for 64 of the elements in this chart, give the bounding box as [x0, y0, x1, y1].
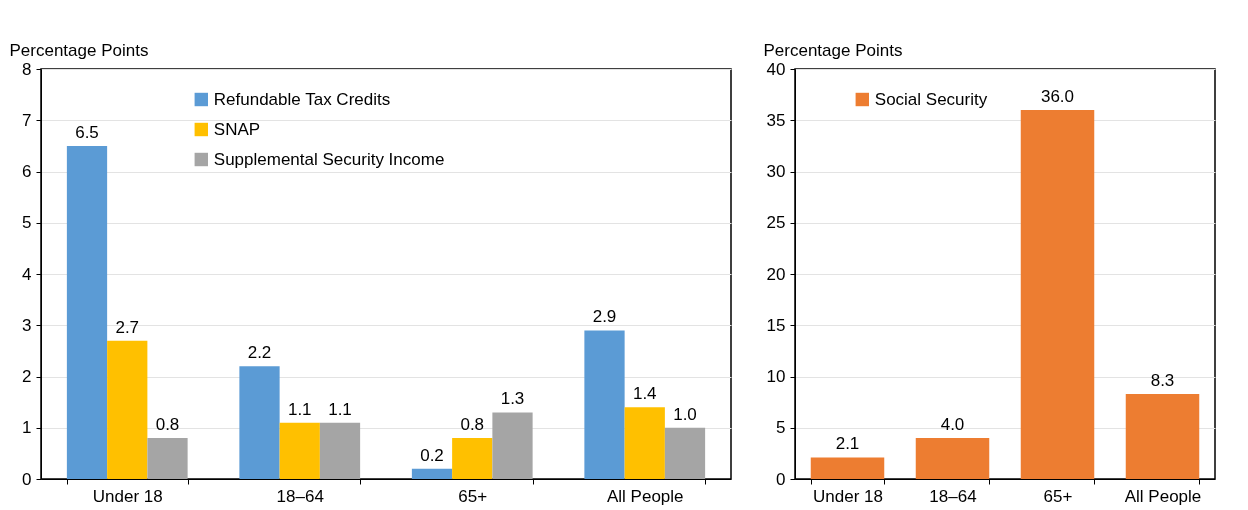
bar [279, 422, 320, 479]
bar [492, 412, 533, 479]
data-label: 0.8 [460, 415, 485, 434]
bar [107, 340, 148, 479]
bar [664, 427, 706, 479]
x-tick-label: 65+ [458, 486, 488, 506]
data-label: 1.3 [500, 389, 525, 409]
x-tick-label: All People [606, 486, 684, 506]
bar [915, 438, 990, 479]
data-label: 0.2 [420, 445, 444, 465]
x-tick-label: Under 18 [92, 486, 163, 506]
y-tick-label: 30 [766, 162, 786, 181]
legend-label: Social Security [874, 89, 988, 109]
y-tick-label: 8 [22, 59, 32, 79]
y-tick-label: 15 [766, 315, 786, 335]
legend-label: Supplemental Security Income [213, 149, 445, 169]
y-tick-label: 5 [776, 418, 786, 438]
bar [147, 438, 188, 479]
x-tick-label: 18–64 [276, 486, 324, 506]
data-label: 8.3 [1150, 370, 1175, 390]
data-label: 0.8 [155, 415, 180, 434]
data-label: 2.1 [835, 434, 860, 454]
y-tick-label: 5 [22, 213, 32, 233]
legend-label: Refundable Tax Credits [213, 89, 391, 109]
bar [66, 145, 108, 479]
data-label: 36.0 [1040, 87, 1075, 106]
y-tick-label: 10 [766, 367, 786, 386]
y-tick-label: 25 [766, 213, 786, 233]
y-tick-label: 2 [22, 367, 32, 386]
y-tick-label: 20 [766, 264, 786, 284]
bar [624, 407, 665, 479]
data-label: 1.1 [287, 399, 312, 419]
x-tick-label: 65+ [1043, 486, 1073, 506]
y-tick-label: 0 [776, 469, 786, 489]
y-tick-label: 7 [22, 110, 32, 130]
data-label: 2.9 [592, 307, 617, 327]
data-label: 4.0 [940, 415, 965, 434]
bar [1020, 110, 1095, 479]
bar [452, 438, 493, 479]
y-tick-label: 0 [22, 469, 32, 489]
y-tick-label: 4 [22, 264, 32, 284]
bar [810, 457, 885, 479]
x-tick-label: 18–64 [929, 486, 977, 506]
y-tick-label: 1 [22, 418, 32, 438]
bar [1125, 393, 1200, 479]
data-label: 6.5 [75, 122, 99, 142]
bar [319, 422, 361, 479]
y-axis-title: Percentage Points [763, 40, 903, 60]
bar [584, 330, 625, 479]
y-tick-label: 3 [22, 315, 32, 335]
data-label: 1.0 [673, 404, 697, 424]
y-axis-title: Percentage Points [9, 40, 149, 60]
data-label: 2.2 [247, 343, 272, 363]
y-tick-label: 40 [766, 59, 786, 79]
bar [239, 366, 280, 479]
data-label: 2.7 [115, 317, 140, 337]
x-tick-label: All People [1124, 486, 1202, 506]
legend-label: SNAP [213, 119, 261, 139]
x-tick-label: Under 18 [813, 486, 883, 506]
bar [411, 468, 453, 479]
y-tick-label: 35 [766, 110, 786, 130]
y-tick-label: 6 [22, 162, 32, 181]
data-label: 1.4 [632, 384, 657, 404]
data-label: 1.1 [328, 399, 352, 419]
